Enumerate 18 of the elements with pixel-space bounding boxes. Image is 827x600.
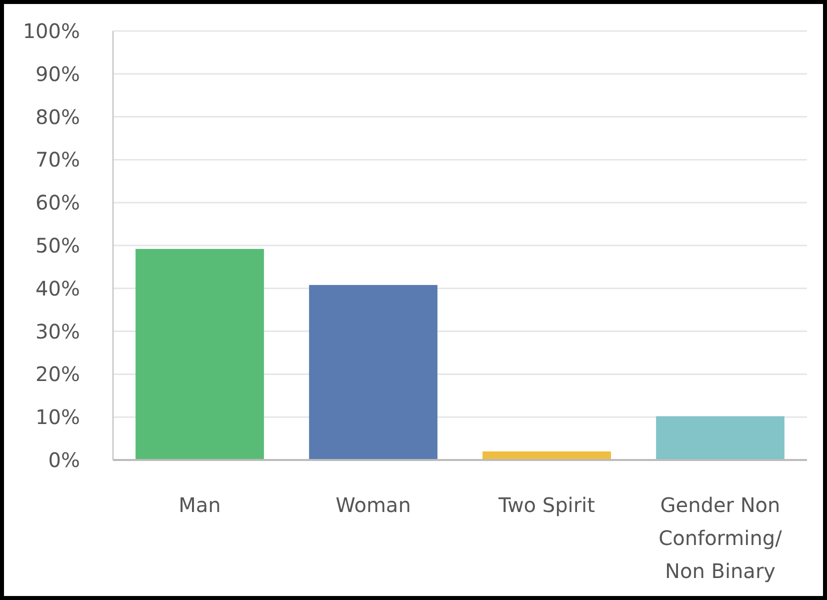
y-tick-label: 80% (36, 104, 80, 129)
y-tick-label: 20% (36, 362, 80, 386)
y-tick-label: 0% (48, 448, 80, 472)
y-tick-label: 100% (22, 19, 80, 43)
y-tick-label: 90% (36, 62, 80, 86)
y-tick-label: 50% (36, 234, 80, 258)
bar (136, 248, 264, 460)
y-tick-label: 70% (36, 148, 80, 172)
y-tick-label: 30% (36, 319, 80, 344)
x-tick-label: Woman (336, 493, 411, 517)
bar (309, 284, 438, 460)
y-tick-label: 60% (36, 190, 80, 215)
x-tick-label: Two Spirit (498, 493, 596, 517)
y-tick-label: 40% (36, 276, 80, 300)
bar (656, 416, 784, 460)
x-tick-label: Man (178, 493, 221, 517)
x-tick-label: Gender Non Conforming/ Non Binary (658, 493, 782, 583)
y-tick-label: 10% (36, 405, 80, 430)
